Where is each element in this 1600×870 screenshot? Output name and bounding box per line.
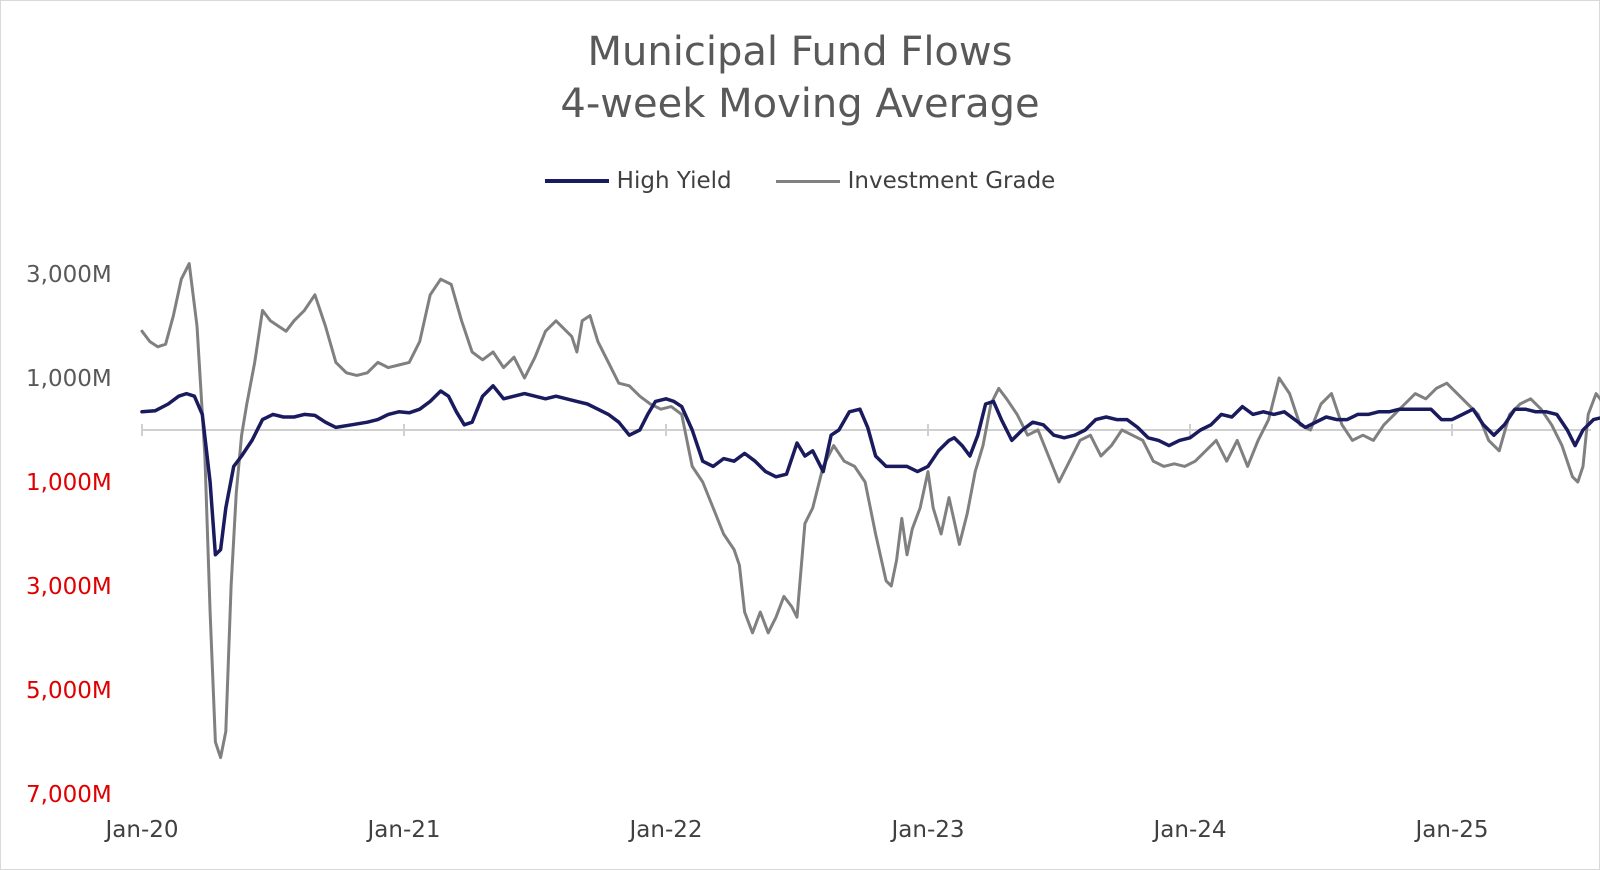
series-layer — [140, 262, 1600, 760]
legend: High Yield Investment Grade — [0, 166, 1600, 196]
chart-subtitle: 4-week Moving Average — [560, 81, 1040, 127]
y-tick-label: 3,000M — [26, 262, 112, 288]
x-tick-label: Jan-25 — [1413, 817, 1488, 843]
legend-item-high-yield: High Yield — [544, 166, 732, 196]
axes: Jan-20 Jan-21 Jan-22 Jan-23 Jan-24 Jan-25 3,00… — [26, 262, 1591, 843]
legend-label-high-yield: High Yield — [616, 168, 732, 194]
series-line-high-yield — [140, 384, 1600, 557]
legend-item-investment-grade: Investment Grade — [775, 166, 1056, 196]
y-tick-label: 3,000M — [26, 574, 112, 600]
x-tick-label: Jan-24 — [1151, 817, 1226, 843]
y-tick-label: 7,000M — [26, 782, 112, 808]
x-tick-label: Jan-23 — [889, 817, 964, 843]
legend-swatch-investment-grade — [775, 179, 840, 183]
x-tick-label: Jan-22 — [627, 817, 702, 843]
x-tick-label: Jan-21 — [365, 817, 440, 843]
legend-swatch-high-yield — [544, 179, 609, 183]
y-tick-label: 5,000M — [26, 678, 112, 704]
series-line-investment-grade — [140, 262, 1600, 760]
chart-title-block: Municipal Fund Flows 4-week Moving Avera… — [0, 26, 1600, 130]
legend-label-investment-grade: Investment Grade — [847, 168, 1056, 194]
y-tick-label: 1,000M — [26, 366, 112, 392]
x-tick-label: Jan-20 — [103, 817, 178, 843]
chart-title: Municipal Fund Flows — [587, 29, 1013, 75]
y-tick-label: 1,000M — [26, 470, 112, 496]
